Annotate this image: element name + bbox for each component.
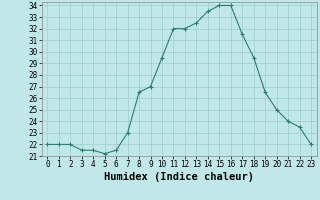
X-axis label: Humidex (Indice chaleur): Humidex (Indice chaleur) xyxy=(104,172,254,182)
